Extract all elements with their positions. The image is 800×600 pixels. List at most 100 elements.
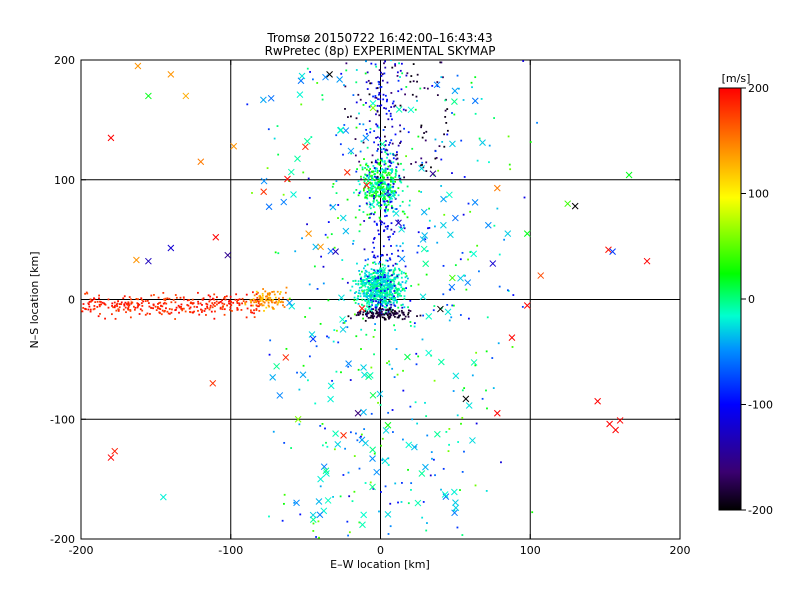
scatter-cross bbox=[606, 420, 613, 428]
scatter-dot bbox=[364, 295, 367, 298]
x-tick-label: 200 bbox=[670, 544, 691, 557]
scatter-dot bbox=[352, 280, 355, 282]
scatter-dot bbox=[382, 274, 385, 276]
scatter-dot bbox=[496, 207, 499, 210]
scatter-dot bbox=[440, 76, 443, 78]
scatter-dot bbox=[327, 221, 330, 223]
scatter-dot bbox=[273, 293, 276, 296]
scatter-dot bbox=[372, 193, 375, 196]
scatter-dot bbox=[426, 87, 429, 90]
scatter-dot bbox=[403, 295, 406, 298]
scatter-dot bbox=[255, 290, 258, 293]
scatter-dot bbox=[448, 319, 451, 322]
scatter-dot bbox=[368, 275, 371, 278]
scatter-dot bbox=[399, 69, 402, 72]
scatter-dot bbox=[474, 76, 477, 79]
scatter-dot bbox=[208, 300, 211, 303]
scatter-dot bbox=[400, 88, 403, 91]
scatter-dot bbox=[395, 166, 398, 169]
scatter-cross bbox=[287, 168, 295, 176]
scatter-dot bbox=[375, 96, 378, 99]
scatter-dot bbox=[362, 141, 365, 144]
scatter-dot bbox=[436, 94, 439, 97]
scatter-dot bbox=[363, 284, 366, 287]
scatter-cross bbox=[365, 373, 372, 381]
scatter-dot bbox=[118, 306, 121, 309]
scatter-dot bbox=[366, 71, 369, 74]
scatter-dot bbox=[409, 310, 412, 312]
scatter-dot bbox=[215, 300, 218, 303]
scatter-dot bbox=[371, 278, 373, 281]
scatter-dot bbox=[383, 284, 386, 287]
scatter-dot bbox=[326, 445, 329, 448]
scatter-dot bbox=[396, 275, 399, 278]
scatter-dot bbox=[365, 274, 368, 276]
scatter-dot bbox=[374, 309, 377, 312]
scatter-dot bbox=[170, 301, 173, 304]
scatter-dot bbox=[374, 181, 377, 184]
scatter-dot bbox=[347, 471, 350, 474]
scatter-dot bbox=[388, 283, 390, 286]
scatter-dot bbox=[389, 301, 392, 304]
scatter-dot bbox=[364, 259, 367, 262]
scatter-dot bbox=[400, 276, 403, 279]
scatter-dot bbox=[382, 185, 385, 188]
scatter-dot bbox=[370, 308, 373, 310]
scatter-dot bbox=[414, 108, 417, 111]
scatter-dot bbox=[421, 338, 424, 341]
scatter-dot bbox=[236, 300, 238, 303]
scatter-dot bbox=[368, 295, 371, 297]
scatter-dot bbox=[390, 291, 392, 293]
scatter-dot bbox=[405, 74, 408, 77]
scatter-dot bbox=[251, 192, 253, 194]
scatter-dot bbox=[123, 303, 126, 306]
scatter-cross bbox=[404, 353, 411, 361]
scatter-dot bbox=[375, 113, 377, 116]
scatter-dot bbox=[365, 202, 368, 205]
scatter-dot bbox=[375, 87, 378, 90]
scatter-dot bbox=[385, 311, 387, 314]
scatter-dot bbox=[370, 291, 373, 293]
scatter-dot bbox=[376, 224, 378, 226]
scatter-dot bbox=[391, 367, 394, 370]
scatter-dot bbox=[381, 308, 384, 310]
scatter-dot bbox=[268, 296, 270, 299]
scatter-dot bbox=[390, 200, 393, 203]
scatter-dot bbox=[360, 348, 362, 350]
scatter-dot bbox=[357, 280, 360, 283]
scatter-dot bbox=[357, 295, 360, 297]
scatter-dot bbox=[353, 191, 355, 194]
scatter-dot bbox=[272, 430, 275, 433]
scatter-dot bbox=[385, 274, 387, 277]
scatter-dot bbox=[369, 273, 372, 276]
scatter-dot bbox=[236, 308, 239, 311]
scatter-dot bbox=[405, 155, 408, 158]
scatter-dot bbox=[424, 238, 427, 241]
scatter-cross bbox=[395, 219, 402, 227]
scatter-dot bbox=[365, 129, 368, 131]
scatter-dot bbox=[326, 236, 329, 239]
scatter-dot bbox=[90, 300, 92, 303]
scatter-dot bbox=[425, 170, 428, 172]
scatter-cross bbox=[442, 493, 450, 500]
scatter-dot bbox=[325, 441, 327, 444]
scatter-dot bbox=[181, 309, 184, 312]
scatter-dot bbox=[383, 229, 386, 232]
scatter-dot bbox=[246, 307, 249, 310]
scatter-dot bbox=[370, 268, 373, 271]
scatter-dot bbox=[369, 295, 372, 298]
scatter-dot bbox=[386, 185, 389, 188]
scatter-dot bbox=[396, 153, 398, 156]
scatter-dot bbox=[383, 188, 386, 190]
scatter-dot bbox=[171, 308, 173, 311]
scatter-dot bbox=[436, 85, 439, 88]
scatter-dot bbox=[387, 225, 389, 227]
scatter-dot bbox=[209, 304, 212, 307]
scatter-dot bbox=[201, 309, 204, 312]
scatter-dot bbox=[371, 288, 374, 290]
scatter-dot bbox=[376, 175, 379, 178]
scatter-cross bbox=[451, 98, 458, 106]
scatter-dot bbox=[298, 388, 301, 391]
scatter-dot bbox=[267, 304, 270, 307]
scatter-dot bbox=[463, 387, 466, 390]
